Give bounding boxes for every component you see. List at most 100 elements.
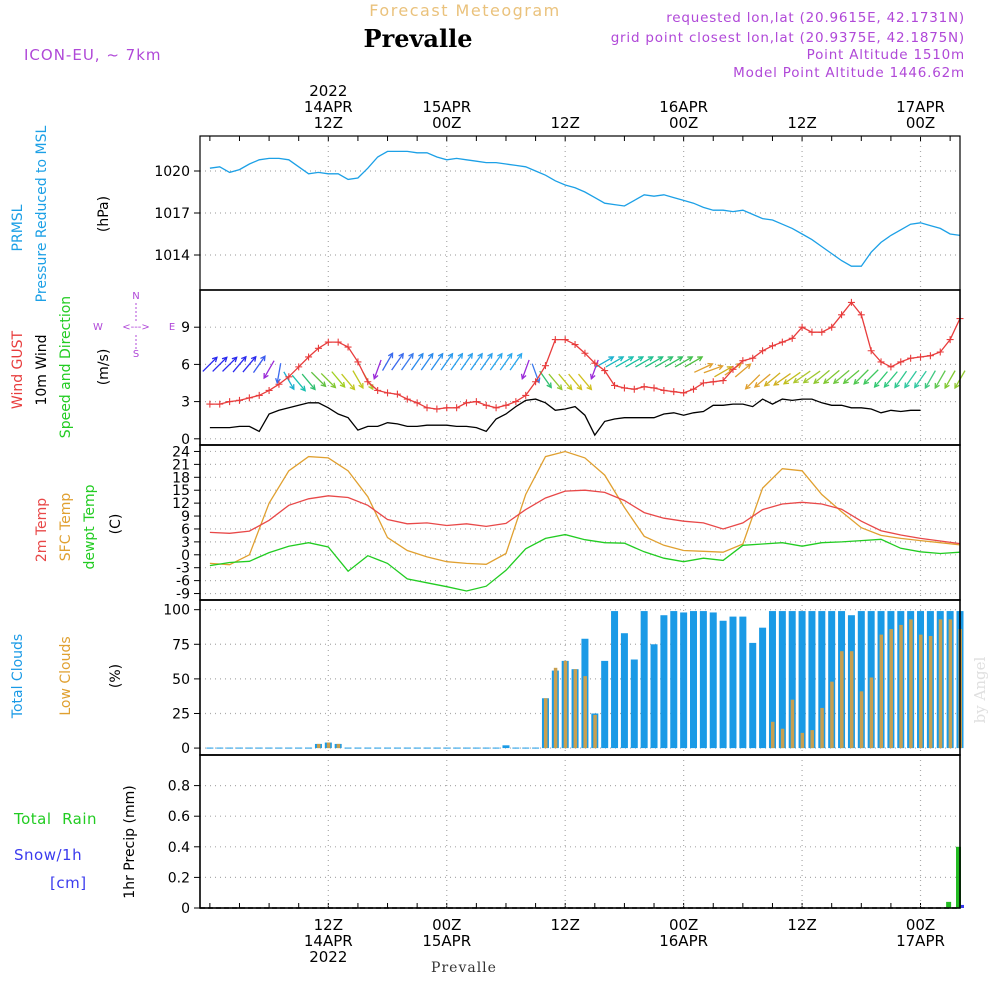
wind-arrow-head [954, 382, 960, 390]
low-cloud-bar [563, 660, 568, 749]
wind-gust-marker [364, 378, 372, 386]
wind-gust-marker [255, 391, 263, 399]
wind-gust-marker [838, 311, 846, 319]
total-cloud-bar [798, 611, 806, 749]
wind-arrow-shaft [320, 372, 336, 389]
wind-ylabel-unit: (m/s) [96, 349, 112, 386]
wind-gust-marker [522, 391, 530, 399]
wind-gust-marker [611, 381, 619, 389]
point-altitude: Point Altitude 1510m [807, 47, 965, 63]
wind-arrow [558, 373, 573, 391]
wind-arrow [352, 370, 364, 390]
wind-gust-marker [591, 359, 599, 367]
wind-arrow-shaft [352, 370, 364, 389]
time-label-top: 15APR [422, 98, 471, 116]
wind-gust-marker [344, 343, 352, 351]
wind-arrow-shaft [914, 370, 927, 388]
low-cloud-bar [899, 624, 903, 749]
wind-arrow-head [842, 378, 849, 385]
time-label-bottom: 00Z [669, 916, 698, 934]
wind-gust-marker [354, 358, 362, 366]
wind-arrow [832, 369, 850, 385]
wind-arrow-head [516, 352, 523, 359]
wind-arrow [252, 355, 266, 373]
sfc-temp-line [209, 450, 961, 566]
wind-ylabel: Wind GUST 10m Wind Speed and Direction (… [10, 296, 112, 438]
wind-arrow-shaft [674, 356, 693, 368]
wind-arrow [450, 352, 464, 371]
wind-arrow [595, 356, 615, 368]
wind-arrow [782, 371, 801, 385]
wind-arrow-head [231, 356, 238, 363]
wind-arrow [401, 352, 414, 371]
wind-arrow-shaft [381, 352, 394, 371]
wind-arrow-shaft [745, 374, 761, 390]
wind-arrow [813, 369, 830, 385]
wind-arrow-shaft [450, 353, 463, 371]
wind-arrow-shaft [430, 353, 444, 371]
wind-gust-marker [680, 389, 688, 397]
grid-point-coords: grid point closest lon,lat (20.9375E, 42… [611, 30, 965, 46]
wind-gust-marker [917, 353, 925, 361]
wind-arrow [391, 352, 404, 371]
wind-arrow-head [637, 356, 645, 362]
wind-arrow [291, 374, 307, 392]
wind-arrow-head [589, 373, 596, 381]
time-label-bottom: 12Z [314, 916, 343, 934]
wind-gust-marker [226, 398, 234, 406]
chart-title: Forecast Meteogram [369, 1, 560, 20]
wind-gust-marker [314, 344, 322, 352]
wind-arrow-head [914, 382, 920, 389]
wind-arrow-shaft [843, 369, 860, 384]
wind-compass: N S W E <---> [93, 291, 175, 360]
wind-arrow-shaft [944, 370, 956, 389]
wind-gust-marker [907, 354, 915, 362]
wind-arrow-shaft [531, 363, 540, 383]
wind-arrow [479, 352, 493, 371]
cloud-ylabel-line1: Total Clouds [10, 634, 26, 719]
wind-arrow-head [260, 355, 266, 362]
wind-gust-marker [877, 358, 885, 366]
wind-arrow-head [853, 378, 860, 385]
y-tick-label: 100 [163, 603, 190, 619]
wind-arrow-shaft [783, 371, 801, 385]
wind-gust-marker [759, 347, 767, 355]
wind-arrow-head [802, 377, 809, 384]
y-tick-label: 0.8 [168, 779, 190, 795]
wind-gust-marker [551, 336, 559, 344]
watermark: by Angel [971, 656, 989, 723]
wind-gust-marker [413, 399, 421, 407]
wind-arrow-shaft [252, 355, 266, 373]
wind-arrow-shaft [202, 356, 218, 372]
wind-arrow [578, 373, 593, 391]
wind-gust-marker [462, 399, 470, 407]
precip-panel: 0 0.2 0.4 0.6 0.8 [168, 755, 964, 917]
wind-arrow-shaft [894, 370, 908, 388]
wind-gust-marker [393, 390, 401, 398]
wind-arrow-head [358, 382, 364, 390]
wind-gust-marker [768, 342, 776, 350]
wind-arrow [470, 352, 483, 371]
wind-arrow-head [310, 384, 316, 391]
low-cloud-bar [948, 619, 953, 749]
time-label-bottom: 12Z [551, 916, 580, 934]
wind-arrow-head [300, 385, 307, 392]
time-label-bottom: 12Z [787, 916, 816, 934]
wind-arrow-shaft [410, 353, 424, 371]
y-tick-label: 18 [172, 470, 190, 486]
wind-arrow [232, 355, 247, 373]
wind-arrow-shaft [874, 371, 888, 388]
time-label-top: 17APR [896, 98, 945, 116]
y-tick-label: 21 [172, 457, 190, 473]
time-label-bottom: 00Z [906, 916, 935, 934]
total-cloud-bar [620, 633, 628, 749]
compass-arrow: <---> [122, 322, 150, 333]
wind-arrow-head [647, 356, 654, 362]
low-cloud-bar [573, 669, 578, 749]
total-cloud-bar [768, 611, 776, 749]
y-tick-label: 0 [181, 901, 190, 917]
low-cloud-bar [879, 634, 884, 749]
